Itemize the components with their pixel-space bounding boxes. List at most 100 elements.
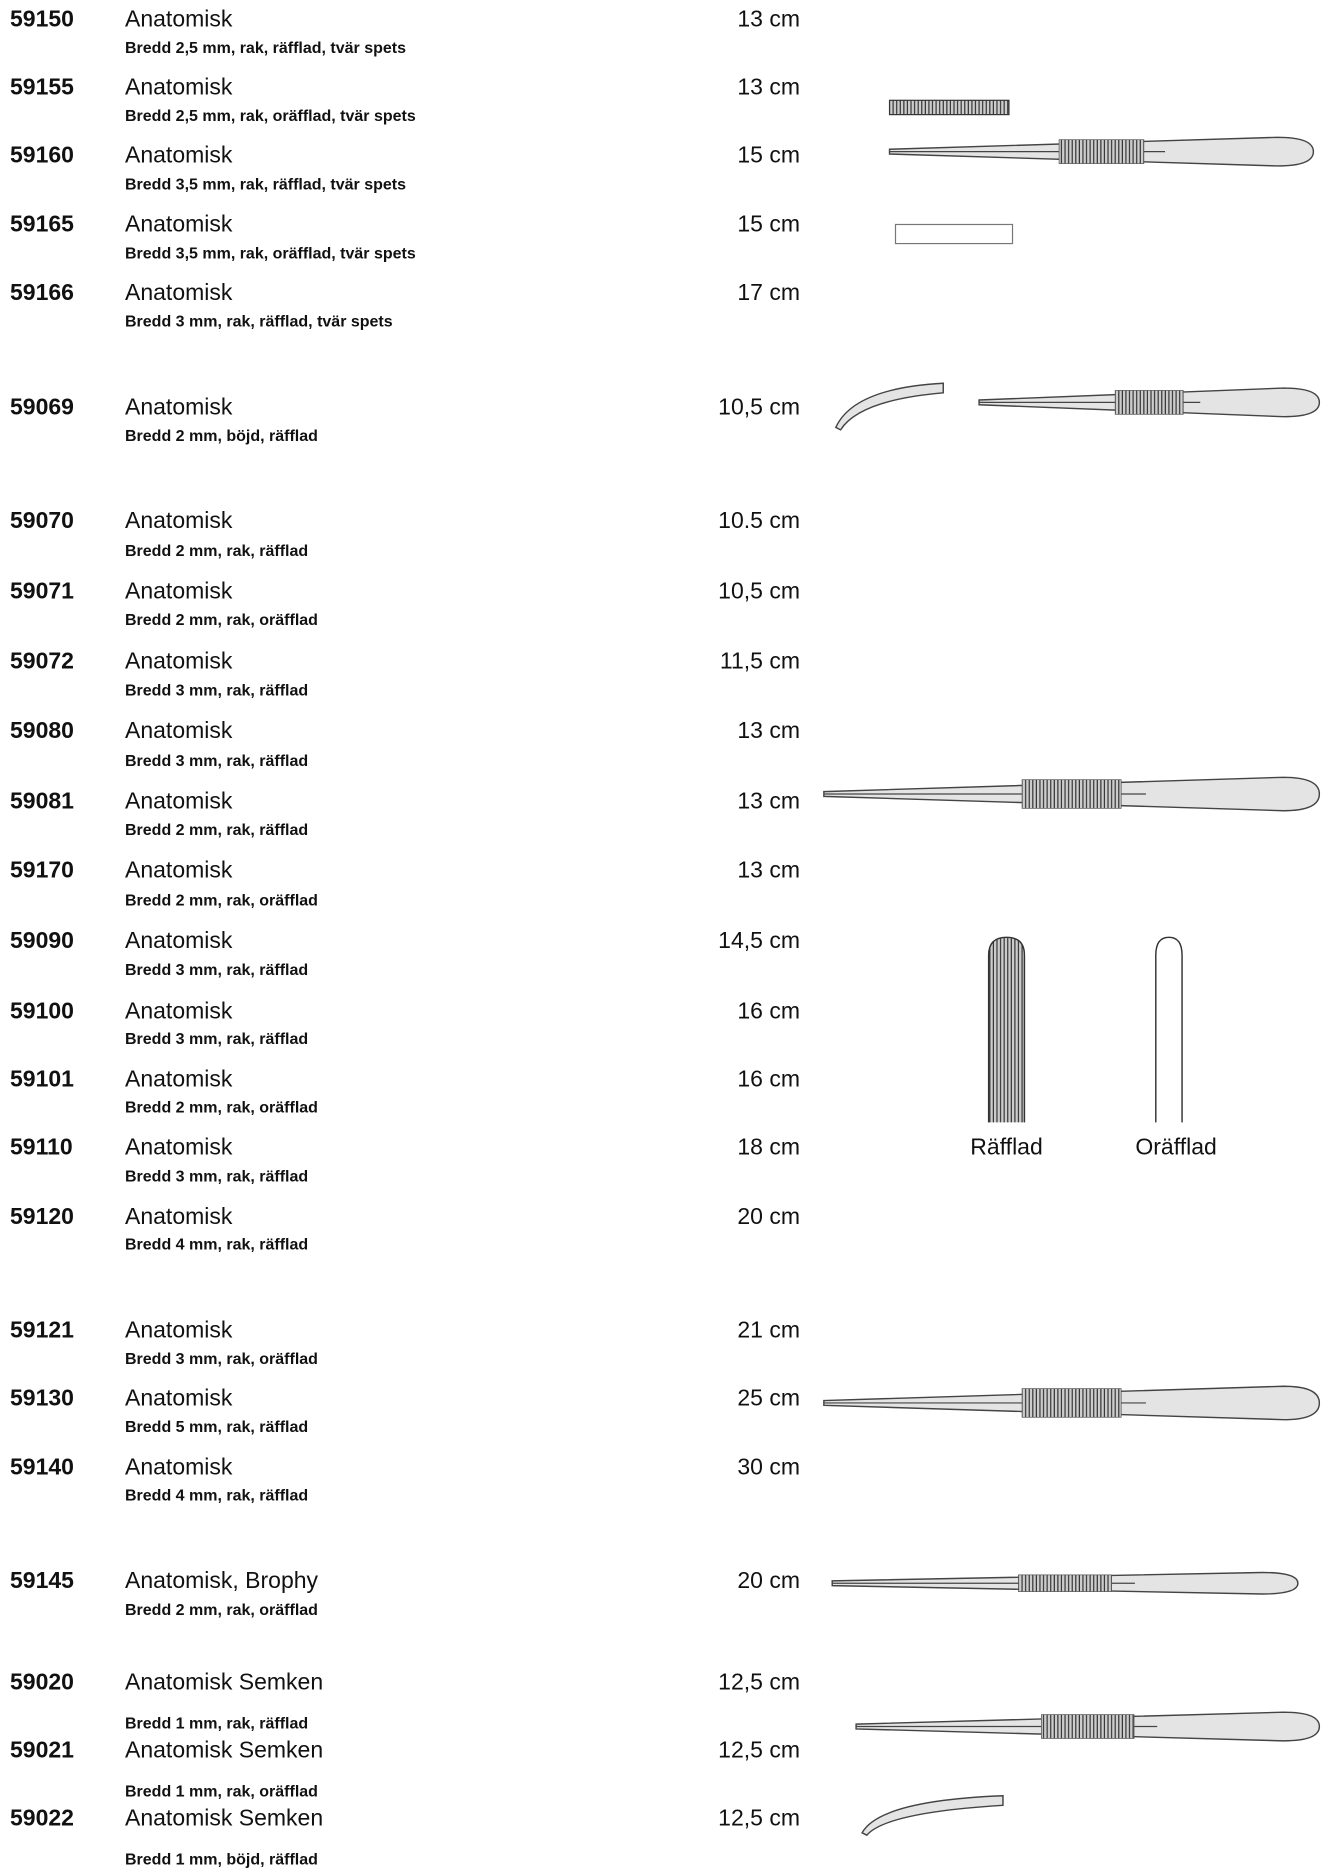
item-name: Anatomisk [125, 1066, 233, 1092]
item-description: Bredd 3 mm, rak, oräfflad [125, 1351, 318, 1368]
illustrations [823, 99, 1321, 1837]
forceps-illustration [823, 1385, 1321, 1421]
item-code: 59166 [10, 279, 74, 305]
forceps-serration [1114, 390, 1184, 415]
item-code: 59121 [10, 1316, 74, 1342]
item-description: Bredd 1 mm, rak, räfflad [125, 1715, 308, 1732]
item-size: 15 cm [737, 211, 800, 237]
item-name: Anatomisk Semken [125, 1669, 323, 1695]
item-description: Bredd 3 mm, rak, räfflad [125, 1169, 308, 1186]
item-size: 16 cm [737, 1066, 800, 1092]
item-code: 59071 [10, 577, 74, 603]
tip-label: Räfflad [970, 1134, 1042, 1160]
item-code: 59101 [10, 1066, 74, 1092]
item-code: 59110 [10, 1134, 73, 1160]
item-name: Anatomisk [125, 998, 233, 1024]
item-name: Anatomisk [125, 211, 233, 237]
item-code: 59020 [10, 1669, 74, 1695]
item-description: Bredd 5 mm, rak, räfflad [125, 1419, 308, 1436]
item-size: 10,5 cm [718, 393, 800, 419]
tip-outline [1155, 936, 1183, 1123]
forceps-serration [1018, 1574, 1112, 1592]
item-description: Bredd 2,5 mm, rak, räfflad, tvär spets [125, 40, 406, 57]
item-name: Anatomisk [125, 927, 233, 953]
item-size: 30 cm [737, 1454, 800, 1480]
item-code: 59140 [10, 1454, 74, 1480]
item-size: 12,5 cm [718, 1669, 800, 1695]
item-description: Bredd 4 mm, rak, räfflad [125, 1487, 308, 1504]
item-code: 59022 [10, 1805, 74, 1831]
item-name: Anatomisk [125, 1203, 233, 1229]
item-description: Bredd 3,5 mm, rak, räfflad, tvär spets [125, 176, 406, 193]
tip-detail [888, 99, 1010, 116]
item-code: 59165 [10, 211, 74, 237]
item-size: 13 cm [737, 5, 800, 31]
item-code: 59021 [10, 1737, 74, 1763]
item-name: Anatomisk [125, 73, 233, 99]
item-size: 14,5 cm [718, 927, 800, 953]
item-description: Bredd 3 mm, rak, räfflad [125, 1031, 308, 1048]
item-size: 17 cm [737, 279, 800, 305]
curved-tip [834, 382, 944, 431]
item-size: 10,5 cm [718, 577, 800, 603]
item-name: Anatomisk [125, 5, 233, 31]
item-name: Anatomisk [125, 1454, 233, 1480]
item-code: 59155 [10, 73, 74, 99]
item-code: 59145 [10, 1567, 74, 1593]
item-name: Anatomisk [125, 1384, 233, 1410]
item-code: 59070 [10, 507, 74, 533]
item-name: Anatomisk [125, 577, 233, 603]
forceps-serration [1058, 139, 1145, 164]
tip-detail [894, 223, 1014, 245]
forceps-serration [1021, 1388, 1122, 1418]
item-size: 13 cm [737, 857, 800, 883]
item-name: Anatomisk [125, 787, 233, 813]
item-description: Bredd 3 mm, rak, räfflad [125, 683, 308, 700]
tip-label: Oräfflad [1135, 1134, 1216, 1160]
item-size: 20 cm [737, 1567, 800, 1593]
curved-tip [861, 1795, 1004, 1837]
item-description: Bredd 2 mm, rak, oräfflad [125, 612, 318, 629]
item-size: 13 cm [737, 787, 800, 813]
item-code: 59150 [10, 5, 74, 31]
item-description: Bredd 3,5 mm, rak, oräfflad, tvär spets [125, 246, 416, 263]
item-size: 15 cm [737, 141, 800, 167]
item-description: Bredd 2 mm, rak, räfflad [125, 822, 308, 839]
tip-outline [987, 936, 1026, 1123]
item-description: Bredd 1 mm, rak, oräfflad [125, 1783, 318, 1800]
item-description: Bredd 2,5 mm, rak, oräfflad, tvär spets [125, 108, 416, 125]
item-code: 59069 [10, 393, 74, 419]
item-name: Anatomisk [125, 279, 233, 305]
item-code: 59170 [10, 857, 74, 883]
item-name: Anatomisk [125, 393, 233, 419]
item-code: 59080 [10, 717, 74, 743]
item-size: 21 cm [737, 1316, 800, 1342]
item-name: Anatomisk, Brophy [125, 1567, 319, 1593]
item-description: Bredd 1 mm, böjd, räfflad [125, 1851, 318, 1868]
item-code: 59081 [10, 787, 74, 813]
item-name: Anatomisk [125, 717, 233, 743]
item-size: 13 cm [737, 717, 800, 743]
item-name: Anatomisk Semken [125, 1805, 323, 1831]
item-size: 25 cm [737, 1384, 800, 1410]
item-description: Bredd 3 mm, rak, räfflad [125, 753, 308, 770]
item-code: 59072 [10, 648, 74, 674]
forceps-serration [1041, 1714, 1135, 1739]
item-size: 13 cm [737, 73, 800, 99]
item-description: Bredd 2 mm, rak, oräfflad [125, 893, 318, 910]
item-size: 12,5 cm [718, 1805, 800, 1831]
forceps-illustration [855, 1711, 1321, 1742]
forceps-serration [1021, 779, 1122, 809]
forceps-illustration [823, 776, 1321, 812]
item-name: Anatomisk [125, 1134, 233, 1160]
item-name: Anatomisk [125, 141, 233, 167]
item-description: Bredd 2 mm, rak, oräfflad [125, 1099, 318, 1116]
item-name: Anatomisk Semken [125, 1737, 323, 1763]
forceps-illustration [978, 387, 1321, 418]
item-description: Bredd 4 mm, rak, räfflad [125, 1237, 308, 1254]
item-code: 59160 [10, 141, 74, 167]
item-name: Anatomisk [125, 1316, 233, 1342]
forceps-illustration [888, 136, 1315, 167]
item-name: Anatomisk [125, 507, 233, 533]
